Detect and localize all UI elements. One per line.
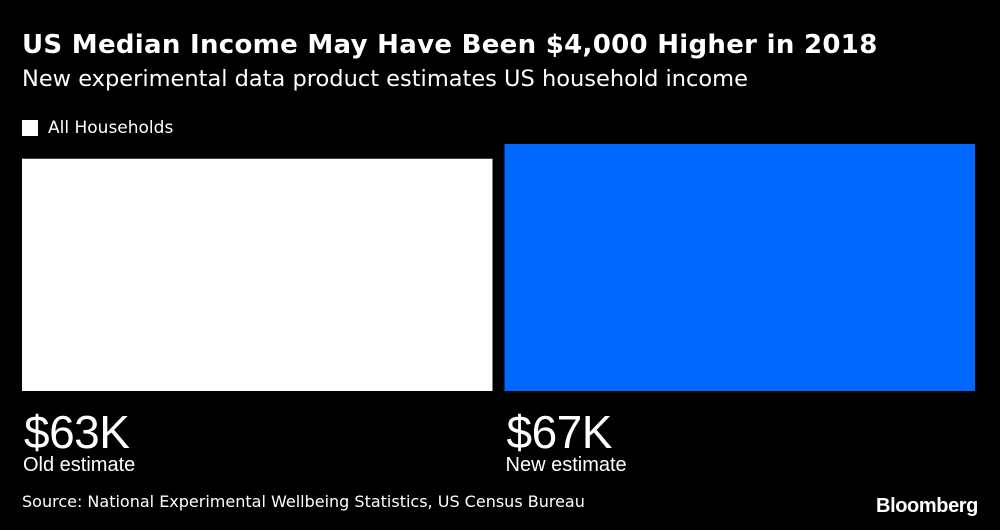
legend-label: All Households [48,118,174,138]
value-label-old-estimate: $63K [24,406,130,458]
value-label-new-estimate: $67K [506,406,613,458]
legend-swatch [22,120,38,136]
bar-old-estimate [22,158,493,391]
chart-subtitle: New experimental data product estimates … [22,66,748,92]
legend: All Households [22,118,173,138]
bar-new-estimate [504,144,975,391]
category-label-old-estimate: Old estimate [23,454,136,476]
source-note: Source: National Experimental Wellbeing … [22,492,585,511]
bloomberg-logo: Bloomberg [876,495,978,517]
chart-title: US Median Income May Have Been $4,000 Hi… [22,30,878,60]
category-label-new-estimate: New estimate [505,454,627,476]
